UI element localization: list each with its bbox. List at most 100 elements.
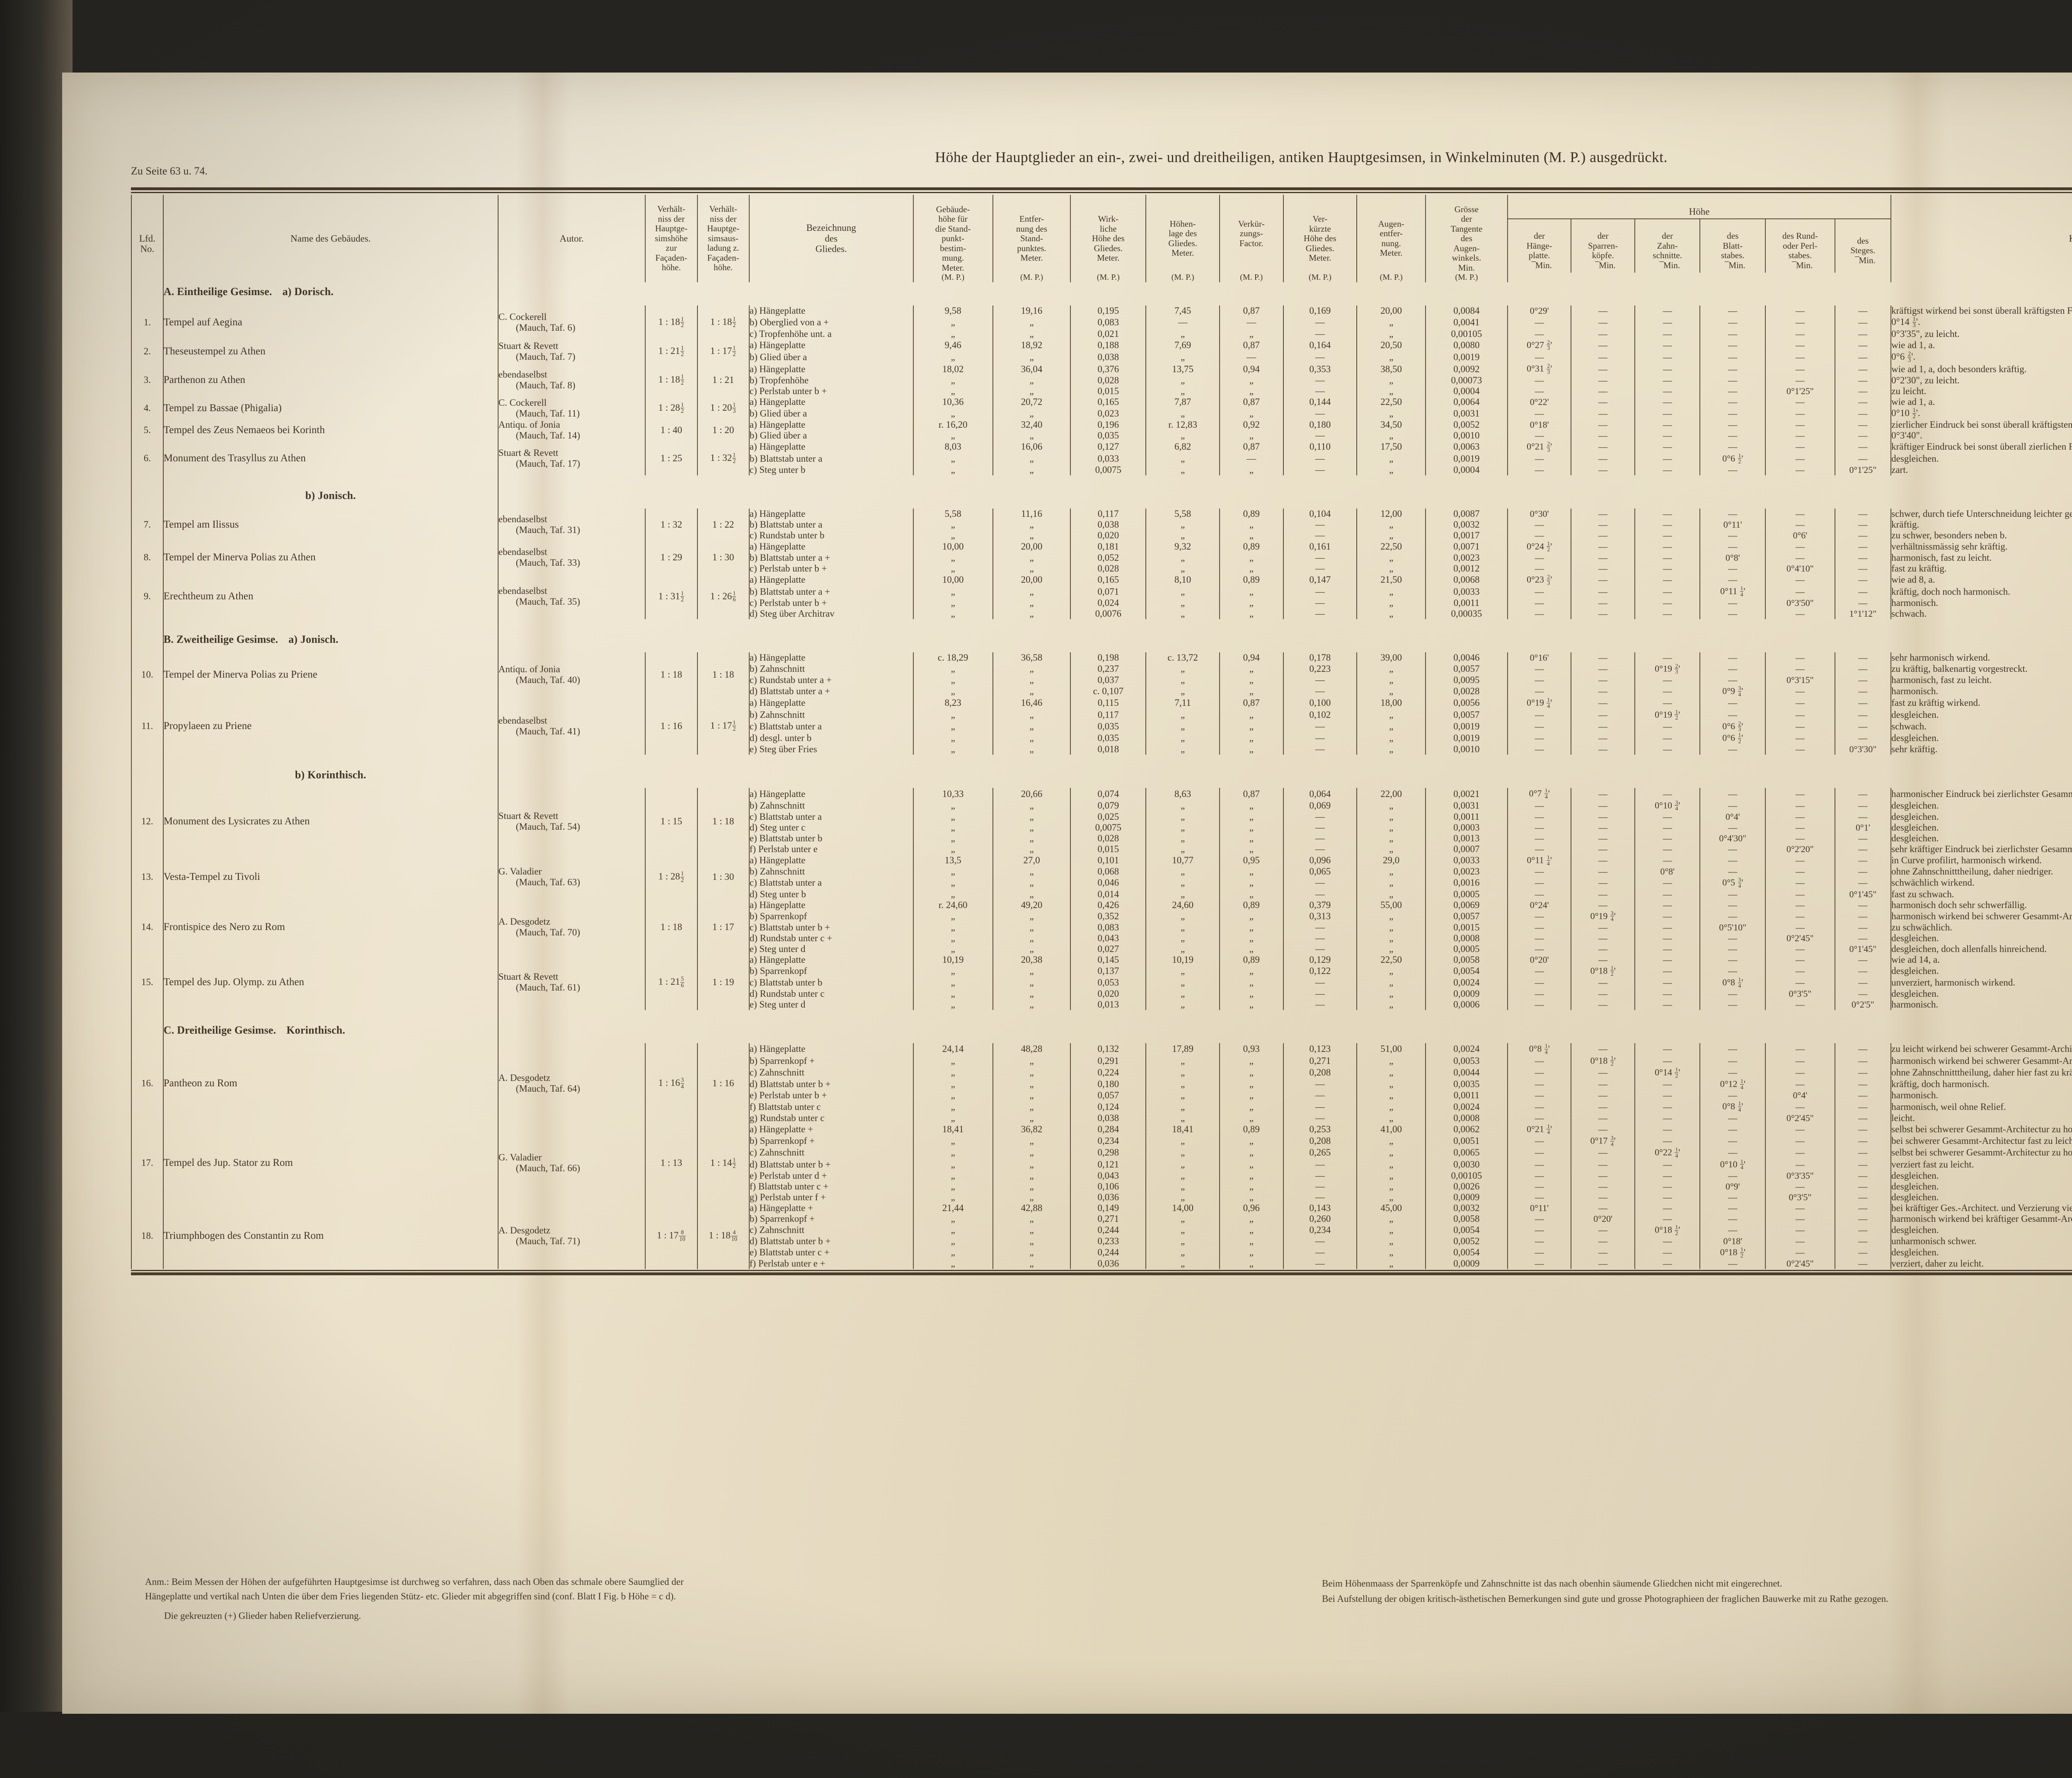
- section-spacer-no: [131, 619, 163, 652]
- cell-h-rundstabes: —: [1765, 686, 1835, 697]
- cell-h-blattstabes: —: [1700, 574, 1765, 586]
- cell-h-blattstabes: —: [1700, 1067, 1765, 1078]
- cell-h-sparrenkoepfe: —: [1571, 922, 1635, 933]
- cell-building-height: „: [913, 1159, 993, 1170]
- cell-h-rundstabes: —: [1765, 339, 1835, 351]
- cell-building-height: „: [913, 944, 993, 954]
- cell-actual-height: 0,224: [1070, 1067, 1146, 1078]
- cell-ratio-projection: 1 : 18: [697, 652, 749, 698]
- cell-h-haengeplatte: —: [1508, 329, 1571, 339]
- cell-remark: schwach.: [1891, 608, 2072, 619]
- cell-shortening-factor: „: [1220, 889, 1283, 900]
- cell-h-haengeplatte: —: [1508, 965, 1571, 977]
- cell-building-height: „: [913, 316, 993, 329]
- cell-shortened-height: 0,129: [1283, 954, 1357, 965]
- cell-height-position: „: [1146, 811, 1220, 822]
- cell-building-height: „: [913, 1236, 993, 1247]
- cell-h-haengeplatte: —: [1508, 1181, 1571, 1192]
- cell-h-sparrenkoepfe: —: [1571, 351, 1635, 363]
- cell-ratio-height: 1 : 13: [645, 1124, 697, 1203]
- cell-distance: „: [993, 833, 1071, 844]
- cell-h-sparrenkoepfe: —: [1571, 441, 1635, 453]
- cell-h-zahnschnitte: —: [1635, 686, 1700, 697]
- cell-h-blattstabes: —: [1700, 709, 1765, 721]
- cell-lfd-no: 11.: [131, 697, 163, 755]
- cell-actual-height: 0,244: [1070, 1247, 1146, 1258]
- cell-distance: 42,88: [993, 1203, 1071, 1214]
- cell-actual-height: 0,028: [1070, 375, 1146, 386]
- cell-actual-height: 0,014: [1070, 889, 1146, 900]
- cell-h-steges: —: [1835, 732, 1891, 744]
- cell-h-blattstabes: —: [1700, 1124, 1765, 1135]
- cell-h-sparrenkoepfe: —: [1571, 563, 1635, 574]
- cell-eye-distance: „: [1357, 944, 1426, 954]
- cell-distance: „: [993, 675, 1071, 686]
- cell-eye-distance: 22,50: [1357, 541, 1426, 552]
- cell-height-position: „: [1146, 844, 1220, 855]
- table-row[interactable]: 4.Tempel zu Bassae (Phigalia)C. Cockerel…: [131, 397, 2072, 407]
- cell-tangent: 0,0009: [1426, 1258, 1508, 1269]
- cell-remark: harmonisch.: [1891, 686, 2072, 697]
- cell-shortened-height: —: [1283, 586, 1357, 597]
- cell-shortening-factor: „: [1220, 744, 1283, 755]
- cell-actual-height: 0,196: [1070, 419, 1146, 430]
- cell-h-steges: —: [1835, 1181, 1891, 1192]
- cell-author: G. Valadier(Mauch, Taf. 63): [498, 855, 646, 900]
- cell-author: A. Desgodetz(Mauch, Taf. 70): [498, 900, 646, 954]
- cell-shortened-height: 0,100: [1283, 697, 1357, 709]
- cell-h-haengeplatte: —: [1508, 977, 1571, 988]
- cell-actual-height: 0,234: [1070, 1135, 1146, 1147]
- cell-h-steges: —: [1835, 663, 1891, 675]
- cell-building-name: Vesta-Tempel zu Tivoli: [163, 855, 498, 900]
- cell-h-blattstabes: —: [1700, 397, 1765, 407]
- cell-h-haengeplatte: —: [1508, 453, 1571, 465]
- cell-remark: zu leicht wirkend bei schwerer Gesammt-A…: [1891, 1043, 2072, 1055]
- cell-actual-height: 0,291: [1070, 1055, 1146, 1067]
- cell-h-zahnschnitte: —: [1635, 465, 1700, 475]
- cell-building-name: Tempel am Ilissus: [163, 509, 498, 541]
- cell-actual-height: 0,025: [1070, 811, 1146, 822]
- cell-tangent: 0,0012: [1426, 563, 1508, 574]
- cell-remark: harmonischer Eindruck bei zierlichster G…: [1891, 788, 2072, 799]
- cell-remark: desgleichen.: [1891, 453, 2072, 465]
- cell-building-height: 10,00: [913, 574, 993, 586]
- cell-h-zahnschnitte: —: [1635, 911, 1700, 922]
- cell-actual-height: 0,127: [1070, 441, 1146, 453]
- cell-distance: „: [993, 1247, 1071, 1258]
- cell-eye-distance: 34,50: [1357, 419, 1426, 430]
- cell-shortened-height: —: [1283, 675, 1357, 686]
- cell-h-rundstabes: 0°1'25": [1765, 386, 1835, 397]
- cell-member-name: e) Steg unter d: [749, 944, 913, 954]
- cell-h-zahnschnitte: —: [1635, 397, 1700, 407]
- cell-h-sparrenkoepfe: —: [1571, 541, 1635, 552]
- cell-h-zahnschnitte: —: [1635, 1124, 1700, 1135]
- cell-eye-distance: „: [1357, 316, 1426, 329]
- cell-h-rundstabes: —: [1765, 541, 1835, 552]
- cell-height-position: „: [1146, 1181, 1220, 1192]
- cell-height-position: „: [1146, 663, 1220, 675]
- cell-h-steges: —: [1835, 1203, 1891, 1214]
- cell-member-name: d) Blattstab unter a +: [749, 686, 913, 697]
- cell-building-height: „: [913, 598, 993, 608]
- cell-h-sparrenkoepfe: —: [1571, 1247, 1635, 1258]
